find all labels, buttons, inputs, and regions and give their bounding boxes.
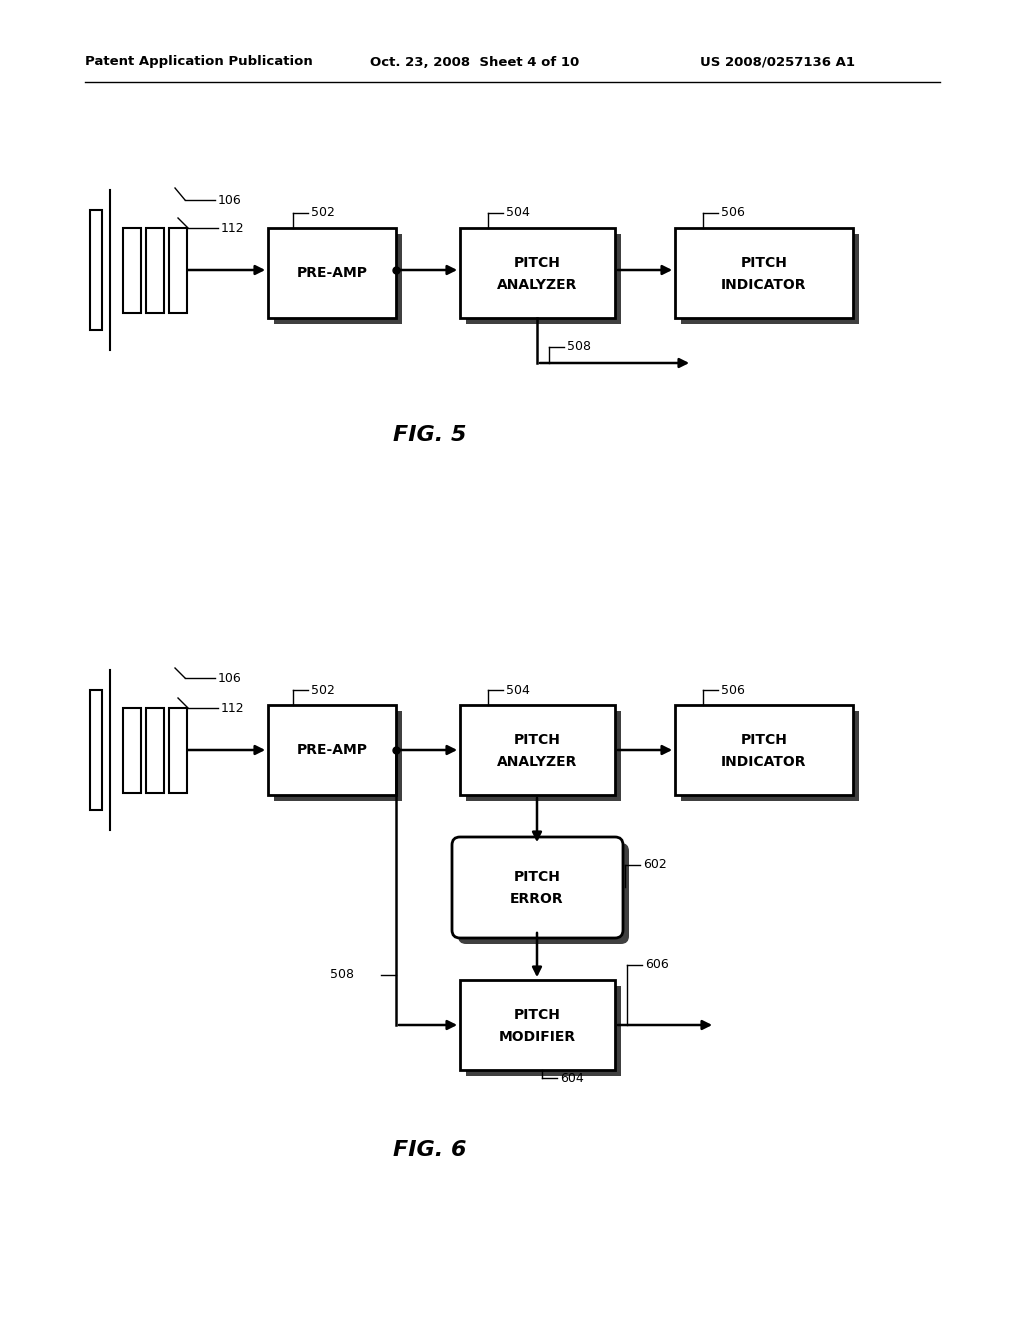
Text: Oct. 23, 2008  Sheet 4 of 10: Oct. 23, 2008 Sheet 4 of 10 (370, 55, 580, 69)
Bar (466, 711, 621, 801)
Text: PITCH: PITCH (740, 733, 787, 747)
Bar (169, 708, 187, 793)
Bar (274, 711, 402, 801)
Text: 508: 508 (567, 341, 591, 354)
Text: 106: 106 (218, 194, 242, 206)
Text: 508: 508 (330, 969, 354, 982)
Text: ANALYZER: ANALYZER (497, 279, 578, 292)
Text: US 2008/0257136 A1: US 2008/0257136 A1 (700, 55, 855, 69)
Bar (681, 234, 859, 323)
Text: ERROR: ERROR (510, 892, 564, 906)
Text: 602: 602 (643, 858, 667, 871)
Bar (146, 708, 164, 793)
Text: PITCH: PITCH (740, 256, 787, 271)
Bar (460, 705, 615, 795)
Text: 506: 506 (721, 684, 744, 697)
Bar (466, 986, 621, 1076)
Bar (466, 234, 621, 323)
Bar (90, 690, 102, 810)
Text: MODIFIER: MODIFIER (499, 1030, 575, 1044)
Text: PITCH: PITCH (514, 733, 560, 747)
Text: PITCH: PITCH (514, 870, 560, 884)
Text: INDICATOR: INDICATOR (721, 755, 807, 770)
Text: 112: 112 (221, 701, 245, 714)
Text: 504: 504 (506, 206, 529, 219)
Bar (675, 228, 853, 318)
Text: FIG. 5: FIG. 5 (393, 425, 467, 445)
Text: 606: 606 (645, 958, 669, 972)
Bar (169, 228, 187, 313)
Text: 604: 604 (560, 1072, 584, 1085)
Bar (681, 711, 859, 801)
Text: FIG. 6: FIG. 6 (393, 1140, 467, 1160)
FancyBboxPatch shape (452, 837, 623, 939)
Text: 506: 506 (721, 206, 744, 219)
Text: ANALYZER: ANALYZER (497, 755, 578, 770)
Bar (146, 228, 164, 313)
Text: 106: 106 (218, 672, 242, 685)
Bar (268, 228, 396, 318)
Text: INDICATOR: INDICATOR (721, 279, 807, 292)
Bar (460, 228, 615, 318)
Text: 502: 502 (311, 206, 335, 219)
Bar (460, 979, 615, 1071)
Bar (675, 705, 853, 795)
Bar (90, 210, 102, 330)
Bar (123, 228, 141, 313)
Text: 504: 504 (506, 684, 529, 697)
FancyBboxPatch shape (458, 843, 629, 944)
Bar (268, 705, 396, 795)
Text: Patent Application Publication: Patent Application Publication (85, 55, 312, 69)
Text: 112: 112 (221, 222, 245, 235)
Bar (274, 234, 402, 323)
Bar (123, 708, 141, 793)
Text: 502: 502 (311, 684, 335, 697)
Text: PRE-AMP: PRE-AMP (297, 267, 368, 280)
Text: PITCH: PITCH (514, 256, 560, 271)
Text: PRE-AMP: PRE-AMP (297, 743, 368, 756)
Text: PITCH: PITCH (514, 1008, 560, 1022)
